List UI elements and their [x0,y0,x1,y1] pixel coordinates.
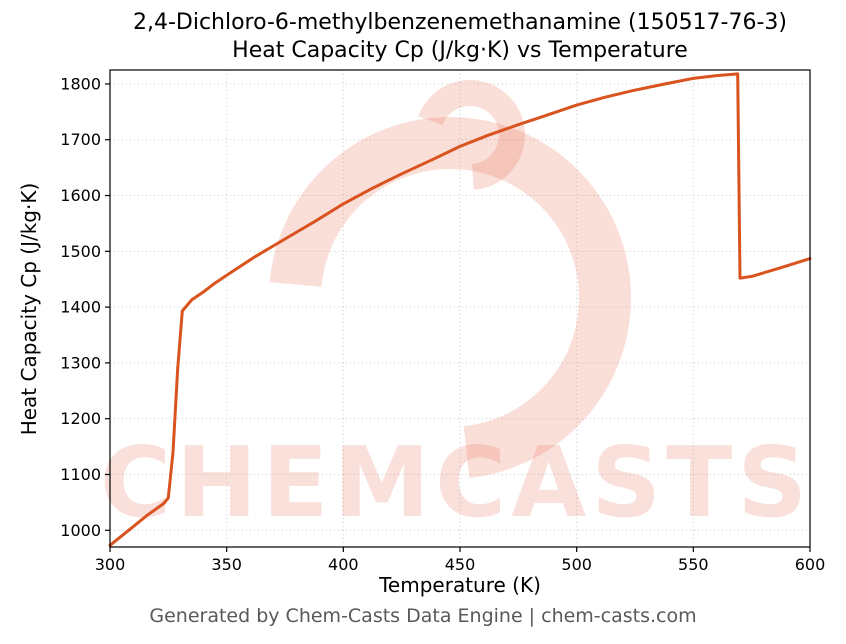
x-tick-label: 300 [95,555,126,574]
x-tick-label: 600 [795,555,826,574]
grid-lines [109,70,811,547]
x-tick-label: 350 [211,555,242,574]
x-tick-label: 550 [678,555,709,574]
y-tick-label: 1500 [60,242,101,261]
x-tick-label: 400 [328,555,359,574]
y-tick-label: 1400 [60,298,101,317]
plot-area: CHEMCASTS 300 350 400 450 500 550 600 1000 1100 1… [60,69,825,574]
chart-title-line1: 2,4-Dichloro-6-methylbenzenemethanamine … [132,10,788,35]
y-tick-label: 1200 [60,409,101,428]
y-tick-label: 1000 [60,521,101,540]
y-tick-label: 1600 [60,186,101,205]
y-axis-label: Heat Capacity Cp (J/kg·K) [17,182,41,436]
data-series [108,72,812,547]
chart-title-line2: Heat Capacity Cp (J/kg·K) vs Temperature [232,38,688,63]
cp-vs-temperature-curve [108,72,812,547]
y-tick-label: 1100 [60,465,101,484]
y-tick-label: 1800 [60,74,101,93]
x-tick-label: 500 [561,555,592,574]
y-tick-label: 1300 [60,353,101,372]
footer-caption: Generated by Chem-Casts Data Engine | ch… [149,605,697,627]
watermark-logo-arc [269,117,631,480]
y-tick-label: 1700 [60,130,101,149]
x-tick-label: 450 [445,555,476,574]
x-axis-label: Temperature (K) [379,573,541,597]
axis-ticks: 300 350 400 450 500 550 600 1000 1100 1200 1300 140… [60,74,825,574]
watermark-text: CHEMCASTS [100,426,812,539]
